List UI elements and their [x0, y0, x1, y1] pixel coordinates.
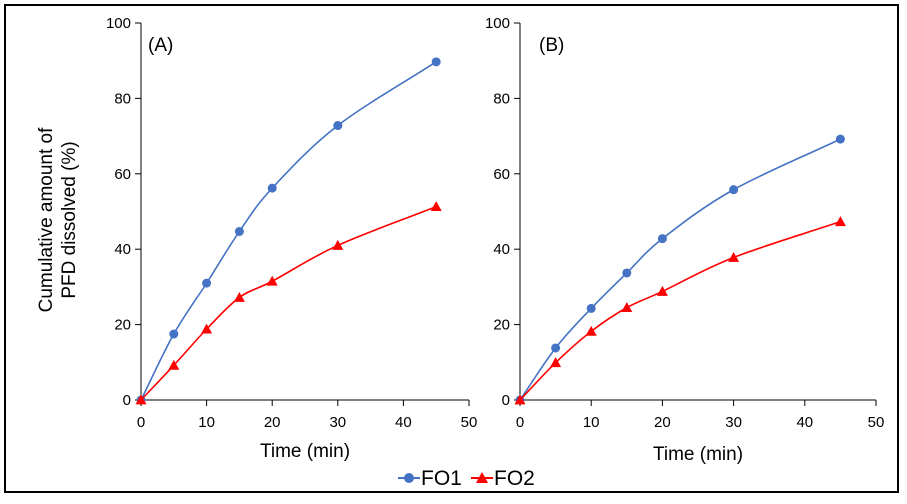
panel-a-y-tick-label: 40 [114, 241, 131, 258]
panel-b-fo2-point-45 [834, 216, 846, 227]
panel-b-fo2-line [519, 220, 841, 401]
panel-b-fo2-point-20 [656, 285, 668, 296]
panel-b-x-tick-label: 10 [583, 414, 600, 431]
panel-b-y-tick-label: 40 [493, 241, 510, 258]
panel-b-fo1-point-20 [657, 234, 667, 244]
panel-a-x-tick-label: 10 [198, 414, 215, 431]
panel-b-fo1-point-15 [622, 268, 632, 278]
panel-a-x-tick-label: 0 [137, 414, 145, 431]
panel-b-y-tick-label: 60 [493, 166, 510, 183]
panel-a-fo2-point-0 [135, 394, 147, 405]
panel-a-fo1-point-30 [333, 121, 343, 131]
panel-a-x-tick-label: 50 [461, 414, 478, 431]
panel-b-x-tick-label: 40 [796, 414, 813, 431]
legend-fo1-label: FO1 [421, 467, 462, 490]
panel-b-x-tick-label: 20 [654, 414, 671, 431]
panel-a-fo1-point-5 [169, 329, 179, 339]
panel-b-fo1-point-5 [551, 343, 561, 353]
panel-a-fo2-point-20 [266, 275, 278, 286]
panel-b-fo2-point-0 [514, 394, 526, 405]
panel-a-fo2-point-30 [332, 239, 344, 250]
panel-b-fo1-point-10 [586, 303, 596, 313]
panel-b-y-tick-label: 0 [502, 392, 510, 409]
panel-a-x-tick-label: 20 [264, 414, 281, 431]
panel-b-y-tick-label: 20 [493, 317, 510, 334]
panel-b-x-axis-title: Time (min) [653, 444, 743, 465]
panel-b-fo2-point-5 [550, 357, 562, 368]
panel-b-fo1-point-45 [835, 134, 845, 144]
y-axis-label-line-1: Cumulative amount of [36, 127, 57, 313]
panel-a-x-tick-label: 40 [395, 414, 412, 431]
panel-b-fo1-line [519, 138, 841, 401]
legend: FO1 FO2 [398, 467, 535, 490]
panel-a-fo2-point-45 [430, 201, 442, 211]
panel-a-x-axis-title: Time (min) [260, 441, 350, 462]
panel-a-fo2-point-15 [233, 291, 245, 302]
legend-fo1-marker [404, 473, 414, 483]
panel-b-y-tick-label: 100 [485, 15, 510, 32]
legend-fo2-marker [476, 472, 488, 483]
panel-a-y-tick-label: 100 [106, 15, 131, 32]
y-axis-label-line-2: PFD dissolved (%) [59, 141, 80, 298]
panel-a-fo1-point-15 [234, 226, 244, 236]
panel-a-y-tick-label: 0 [123, 392, 131, 409]
panel-b-x-tick-label: 0 [516, 414, 524, 431]
panel-a-fo1-point-20 [267, 183, 277, 193]
panel-b-x-tick-label: 50 [868, 414, 885, 431]
panel-a-fo1-point-45 [431, 57, 441, 67]
panel-a-fo1-point-10 [202, 278, 212, 288]
panel-a-fo2-point-10 [201, 323, 213, 334]
panel-b-fo2-point-15 [621, 302, 633, 313]
panel-b-fo2-point-10 [585, 325, 597, 336]
panel-a-label: (A) [148, 35, 173, 56]
panel-a-x-tick-label: 30 [329, 414, 346, 431]
panel-b-fo1-point-30 [729, 185, 739, 195]
panel-a-fo1-line [140, 61, 437, 401]
panel-a-y-tick-label: 80 [114, 90, 131, 107]
panel-a-fo2-line [140, 205, 437, 401]
panel-b-y-tick-label: 80 [493, 90, 510, 107]
panel-a-fo2-point-5 [168, 359, 180, 370]
panel-b-fo2-point-30 [728, 251, 740, 262]
legend-fo2-label: FO2 [494, 467, 535, 490]
panel-a-y-tick-label: 20 [114, 317, 131, 334]
panel-b-x-tick-label: 30 [725, 414, 742, 431]
panel-a-y-tick-label: 60 [114, 166, 131, 183]
panel-b-label: (B) [539, 35, 564, 56]
